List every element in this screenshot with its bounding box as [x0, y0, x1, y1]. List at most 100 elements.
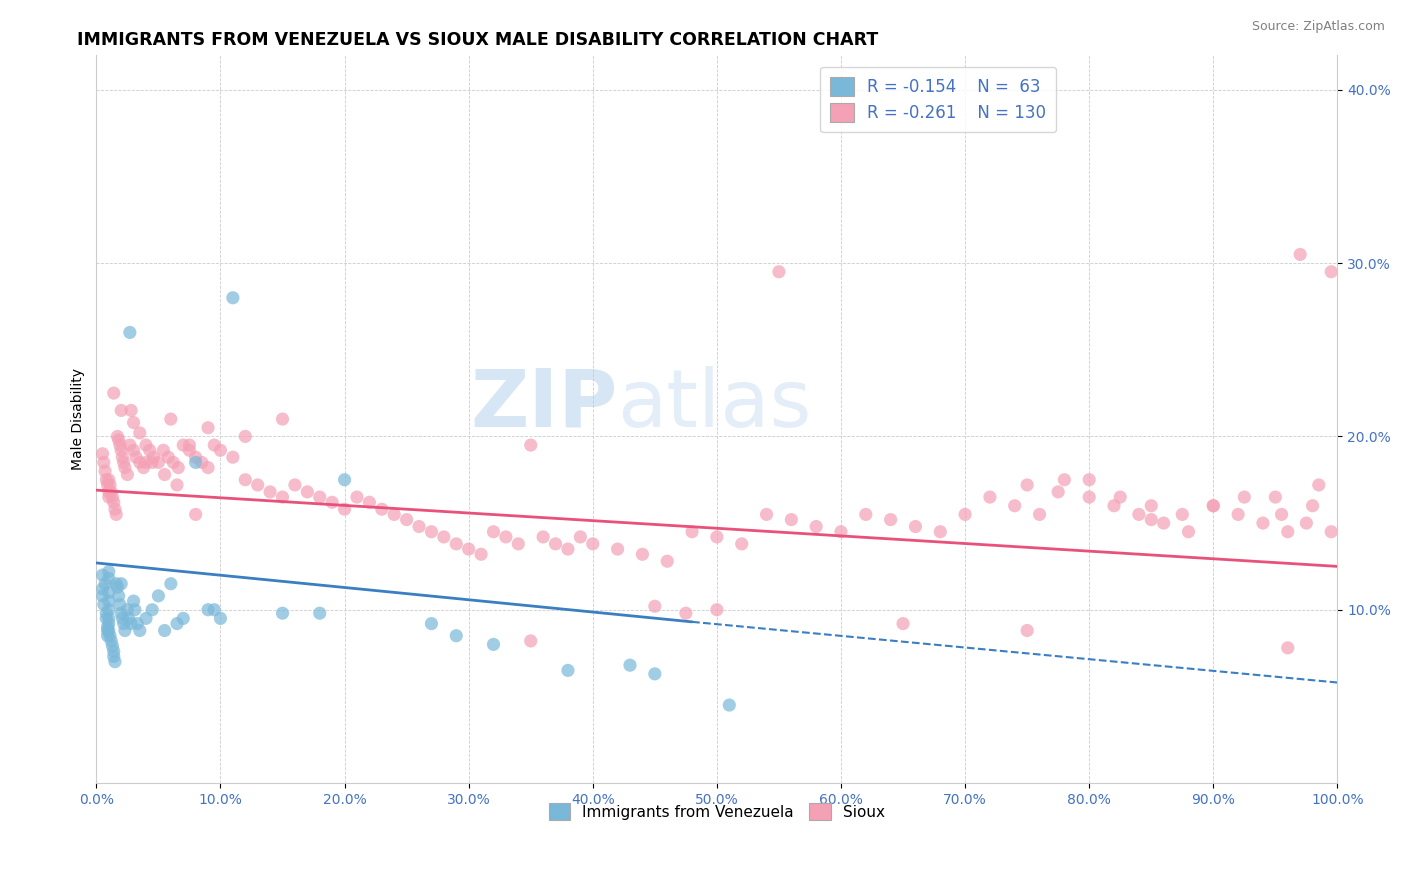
- Point: [855, 508, 877, 522]
- Point: [91, 568, 114, 582]
- Point: [1227, 508, 1250, 522]
- Point: [780, 513, 803, 527]
- Point: [96, 611, 118, 625]
- Point: [202, 603, 225, 617]
- Point: [382, 508, 405, 522]
- Point: [197, 460, 219, 475]
- Point: [97, 616, 120, 631]
- Point: [111, 450, 134, 465]
- Point: [197, 421, 219, 435]
- Point: [904, 519, 927, 533]
- Point: [97, 594, 120, 608]
- Point: [457, 542, 479, 557]
- Point: [103, 495, 125, 509]
- Point: [619, 658, 641, 673]
- Point: [271, 490, 294, 504]
- Point: [103, 644, 125, 658]
- Point: [91, 582, 114, 596]
- Point: [122, 416, 145, 430]
- Point: [125, 450, 148, 465]
- Point: [222, 450, 245, 465]
- Point: [97, 572, 120, 586]
- Point: [152, 443, 174, 458]
- Point: [93, 455, 115, 469]
- Point: [271, 606, 294, 620]
- Point: [1140, 513, 1163, 527]
- Point: [91, 447, 114, 461]
- Point: [557, 664, 579, 678]
- Point: [1202, 499, 1225, 513]
- Point: [114, 624, 136, 638]
- Point: [97, 585, 120, 599]
- Point: [202, 438, 225, 452]
- Point: [159, 576, 181, 591]
- Point: [117, 611, 139, 625]
- Point: [209, 443, 232, 458]
- Point: [132, 460, 155, 475]
- Point: [96, 624, 118, 638]
- Point: [830, 524, 852, 539]
- Point: [731, 537, 754, 551]
- Point: [879, 513, 901, 527]
- Point: [118, 438, 141, 452]
- Point: [166, 478, 188, 492]
- Point: [172, 438, 194, 452]
- Point: [891, 616, 914, 631]
- Text: atlas: atlas: [617, 366, 813, 443]
- Point: [482, 524, 505, 539]
- Point: [191, 455, 214, 469]
- Point: [979, 490, 1001, 504]
- Point: [104, 655, 127, 669]
- Point: [179, 443, 201, 458]
- Point: [110, 403, 132, 417]
- Point: [246, 478, 269, 492]
- Point: [96, 478, 118, 492]
- Point: [657, 554, 679, 568]
- Point: [1102, 499, 1125, 513]
- Point: [111, 611, 134, 625]
- Point: [1302, 499, 1324, 513]
- Point: [706, 603, 728, 617]
- Point: [135, 455, 157, 469]
- Point: [101, 639, 124, 653]
- Point: [184, 455, 207, 469]
- Point: [1308, 478, 1330, 492]
- Point: [117, 603, 139, 617]
- Point: [371, 502, 394, 516]
- Point: [1177, 524, 1199, 539]
- Point: [110, 443, 132, 458]
- Point: [233, 473, 256, 487]
- Point: [321, 495, 343, 509]
- Point: [333, 502, 356, 516]
- Point: [114, 460, 136, 475]
- Point: [1140, 499, 1163, 513]
- Point: [408, 519, 430, 533]
- Point: [1053, 473, 1076, 487]
- Point: [1270, 508, 1292, 522]
- Point: [120, 403, 142, 417]
- Point: [184, 450, 207, 465]
- Point: [96, 606, 118, 620]
- Point: [1277, 640, 1299, 655]
- Point: [97, 565, 120, 579]
- Point: [519, 634, 541, 648]
- Point: [97, 490, 120, 504]
- Text: Source: ZipAtlas.com: Source: ZipAtlas.com: [1251, 20, 1385, 33]
- Point: [1004, 499, 1026, 513]
- Point: [308, 606, 330, 620]
- Point: [98, 629, 121, 643]
- Point: [122, 443, 145, 458]
- Y-axis label: Male Disability: Male Disability: [72, 368, 86, 470]
- Point: [470, 547, 492, 561]
- Point: [755, 508, 778, 522]
- Point: [1078, 490, 1101, 504]
- Point: [519, 438, 541, 452]
- Point: [233, 429, 256, 443]
- Point: [420, 524, 443, 539]
- Point: [297, 484, 319, 499]
- Point: [104, 502, 127, 516]
- Point: [153, 624, 176, 638]
- Point: [96, 620, 118, 634]
- Point: [681, 524, 703, 539]
- Point: [446, 629, 468, 643]
